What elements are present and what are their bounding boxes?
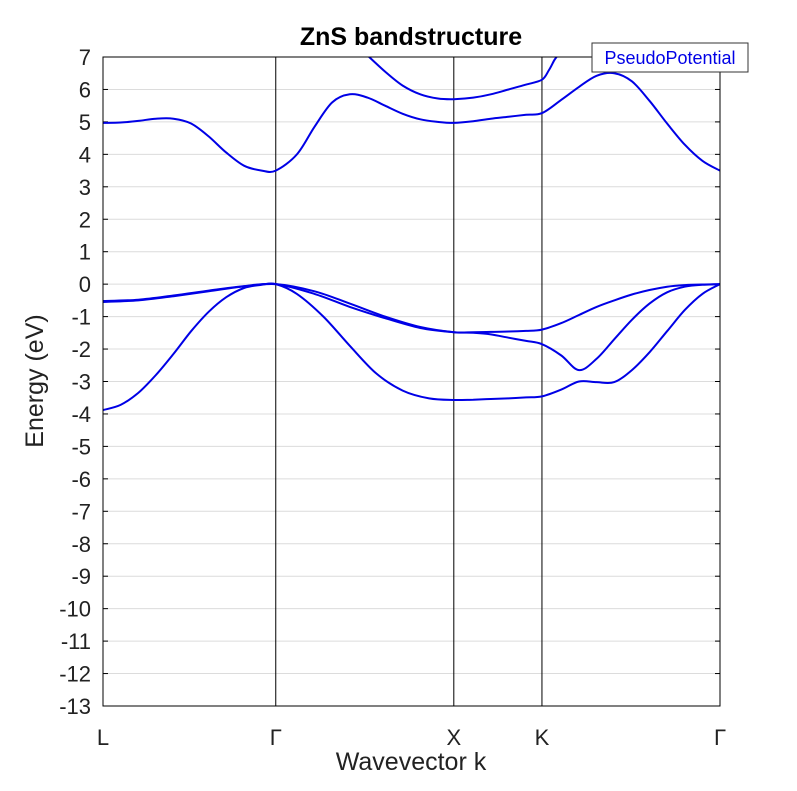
y-tick-label: -11	[61, 629, 91, 654]
chart-title: ZnS bandstructure	[300, 23, 522, 51]
y-tick-label: -6	[71, 467, 91, 492]
x-tick-label: K	[535, 725, 550, 750]
x-tick-label: L	[97, 725, 109, 750]
x-tick-label: Γ	[270, 725, 282, 750]
grid-lines	[103, 56, 720, 707]
band-line-5	[367, 57, 558, 101]
y-tick-label: 1	[79, 240, 91, 265]
y-tick-label: 2	[79, 207, 91, 232]
y-tick-label: -9	[71, 564, 91, 589]
series-lines	[103, 57, 720, 412]
y-tick-label: 6	[79, 77, 91, 102]
band-line-3	[103, 282, 720, 334]
legend: PseudoPotential	[591, 42, 749, 73]
legend-box	[591, 42, 749, 73]
kpoint-lines	[275, 57, 543, 706]
y-tick-label: -12	[59, 662, 91, 687]
y-tick-labels: 7 6 5 4 3 2 1 0 -1 -2 -3 -4 -5 -6 -7 -8 -9 -10 -11 -12 -13	[59, 45, 91, 719]
band-line-4	[103, 71, 720, 173]
y-axis-label: Energy (eV)	[21, 314, 49, 447]
x-axis-label: Wavevector k	[336, 748, 487, 776]
y-tick-label: -2	[71, 337, 91, 362]
y-tick-label: 7	[79, 45, 91, 70]
y-tick-label: -5	[71, 434, 91, 459]
y-tick-label: -10	[59, 597, 91, 622]
y-tick-label: -8	[71, 532, 91, 557]
y-tick-label: 4	[79, 142, 91, 167]
y-tick-label: -3	[71, 370, 91, 395]
x-tick-label: X	[446, 725, 461, 750]
y-tick-label: 0	[79, 272, 91, 297]
y-tick-label: -1	[71, 305, 91, 330]
legend-entry: PseudoPotential	[604, 48, 735, 68]
y-tick-label: 5	[79, 110, 91, 135]
y-tick-label: -4	[71, 402, 91, 427]
y-tick-label: -7	[71, 499, 91, 524]
y-tick-label: 3	[79, 175, 91, 200]
plot-frame	[102, 56, 721, 707]
x-tick-label: Γ	[714, 725, 726, 750]
y-tick-label: -13	[59, 694, 91, 719]
band-line-1	[103, 282, 720, 412]
